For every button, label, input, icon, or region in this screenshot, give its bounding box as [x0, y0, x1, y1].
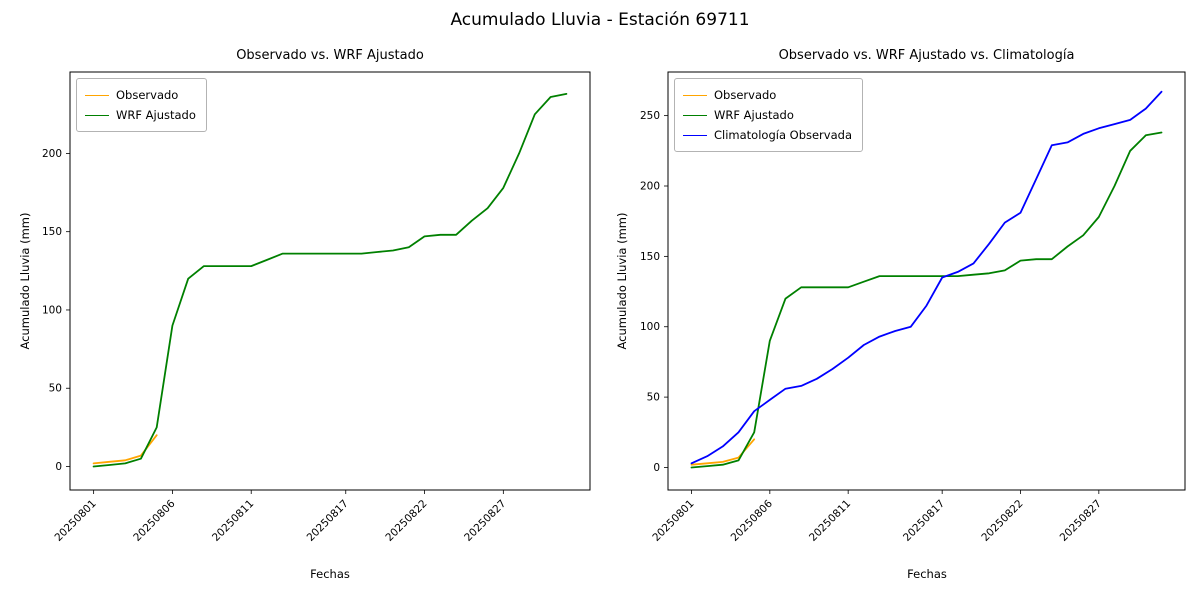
legend-item: WRF Ajustado [683, 105, 852, 125]
y-tick-label: 250 [640, 110, 660, 122]
series-line-climatolog-a-observada [690, 90, 1163, 465]
axes-box [667, 71, 1186, 491]
x-tick-label: 20250817 [305, 498, 351, 544]
legend-label: Climatología Observada [714, 128, 852, 143]
y-tick-label: 200 [42, 148, 62, 160]
x-tick-label: 20250801 [650, 498, 696, 544]
x-tick-label: 20250806 [729, 497, 776, 544]
legend-label: WRF Ajustado [714, 108, 794, 123]
y-tick-label: 0 [653, 462, 660, 474]
y-tick-label: 0 [55, 461, 62, 473]
x-tick-label: 20250811 [807, 498, 853, 544]
axes-box [69, 71, 591, 491]
y-tick-label: 150 [42, 226, 62, 238]
legend-item: WRF Ajustado [85, 105, 196, 125]
y-tick-label: 200 [640, 181, 660, 193]
legend-line-swatch [85, 94, 109, 96]
y-tick-label: 100 [640, 321, 660, 333]
y-tick-label: 100 [42, 304, 62, 316]
legend-item: Observado [85, 85, 196, 105]
x-tick-label: 20250822 [979, 498, 1025, 544]
legend-line-swatch [683, 134, 707, 136]
series-line-wrf-ajustado [92, 93, 568, 468]
x-tick-label: 20250822 [383, 498, 429, 544]
series-line-wrf-ajustado [690, 131, 1163, 469]
series-line-observado [92, 434, 158, 465]
x-tick-label: 20250827 [462, 498, 508, 544]
x-tick-label: 20250806 [131, 497, 178, 544]
right-chart-title: Observado vs. WRF Ajustado vs. Climatolo… [778, 48, 1075, 63]
right-x-axis-label: Fechas [907, 567, 947, 581]
y-tick-label: 150 [640, 251, 660, 263]
legend-line-swatch [85, 114, 109, 116]
x-tick-label: 20250827 [1058, 498, 1104, 544]
legend-label: Observado [714, 88, 777, 102]
x-tick-label: 20250811 [210, 498, 256, 544]
legend-item: Observado [683, 85, 852, 105]
legend-label: WRF Ajustado [116, 108, 196, 123]
legend-line-swatch [683, 114, 707, 116]
x-tick-label: 20250801 [52, 498, 98, 544]
figure-suptitle: Acumulado Lluvia - Estación 69711 [450, 10, 750, 30]
series-line-observado [690, 438, 756, 466]
y-tick-label: 50 [49, 383, 62, 395]
left-chart-title: Observado vs. WRF Ajustado [236, 48, 424, 63]
right-legend: Observado WRF Ajustado Climatología Observ… [674, 78, 863, 153]
legend-line-swatch [683, 94, 707, 96]
left-x-axis-label: Fechas [310, 567, 350, 581]
legend-item: Climatología Observada [683, 125, 852, 145]
legend-label: Observado [116, 88, 179, 102]
y-tick-label: 50 [647, 392, 660, 404]
x-tick-label: 20250817 [901, 498, 947, 544]
left-legend: Observado WRF Ajustado [76, 78, 207, 133]
